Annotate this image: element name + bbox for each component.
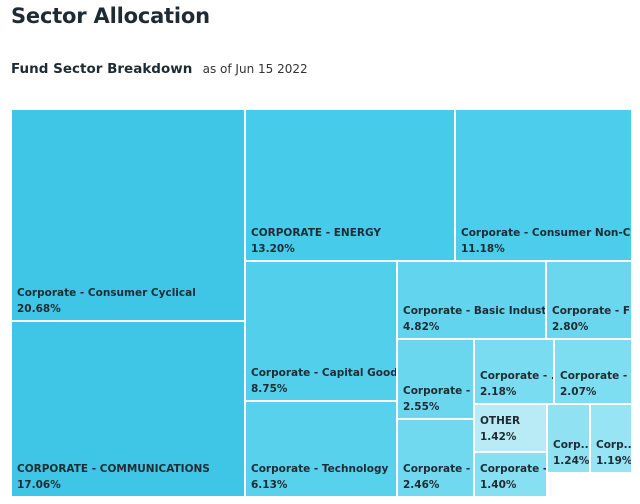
treemap-tile[interactable]: Corporate - Technology 6.13%: [245, 401, 397, 497]
sector-percent: 20.68%: [17, 303, 61, 315]
as-of-date: as of Jun 15 2022: [202, 62, 308, 76]
treemap-tile[interactable]: Corporate - Consumer Non-Cy... 11.18%: [455, 109, 632, 261]
sector-percent: 2.46%: [403, 479, 440, 491]
tile-label: CORPORATE - ENERGY 13.20%: [251, 225, 381, 257]
treemap-tile[interactable]: Corporate - ... 2.07%: [554, 339, 632, 404]
sector-percent: 8.75%: [251, 383, 288, 395]
sector-name: Corporate - ...: [480, 370, 553, 382]
sector-name: Corporate - Technology: [251, 463, 389, 475]
page-title: Sector Allocation: [11, 4, 210, 28]
fund-sector-breakdown-label: Fund Sector Breakdown: [11, 61, 193, 77]
sector-percent: 2.18%: [480, 386, 517, 398]
sector-name: Corporate - Consumer Cyclical: [17, 287, 196, 299]
sector-percent: 11.18%: [461, 243, 505, 255]
tile-label: Corporate - Fi... 2.80%: [552, 303, 631, 335]
treemap-tile[interactable]: Corporate - Basic Industry 4.82%: [397, 261, 546, 339]
treemap-tile[interactable]: Corporate - ... 2.46%: [397, 419, 474, 497]
sector-percent: 2.55%: [403, 401, 440, 413]
sector-name: Corp...: [596, 439, 632, 451]
treemap-tile[interactable]: CORPORATE - COMMUNICATIONS 17.06%: [11, 321, 245, 497]
sector-treemap: Corporate - Consumer Cyclical 20.68% CORPO…: [11, 109, 632, 497]
tile-label: Corporate - Technology 6.13%: [251, 461, 388, 493]
tile-label: OTHER 1.42%: [480, 413, 520, 445]
sector-name: OTHER: [480, 415, 521, 427]
sector-name: Corporate - ...: [403, 385, 473, 397]
treemap-tile[interactable]: Corp... 1.24%: [547, 404, 590, 473]
sector-percent: 1.19%: [596, 455, 632, 467]
sector-percent: 4.82%: [403, 321, 440, 333]
sector-percent: 17.06%: [17, 479, 61, 491]
chart-subtitle: Fund Sector Breakdown as of Jun 15 2022: [11, 61, 308, 77]
treemap-tile[interactable]: Corporate - Consumer Cyclical 20.68%: [11, 109, 245, 321]
sector-name: CORPORATE - COMMUNICATIONS: [17, 463, 210, 475]
sector-name: Corporate - Basic Industry: [403, 305, 546, 317]
treemap-tile[interactable]: Corp... 1.19%: [590, 404, 632, 473]
treemap-tile[interactable]: Corporate - Capital Goods 8.75%: [245, 261, 397, 401]
tile-label: Corp... 1.19%: [596, 437, 632, 469]
sector-name: Corporate - ...: [403, 463, 473, 475]
sector-percent: 2.80%: [552, 321, 589, 333]
treemap-tile[interactable]: OTHER 1.42%: [474, 404, 547, 452]
treemap-tile[interactable]: Corporate - Fi... 2.80%: [546, 261, 632, 339]
treemap-tile[interactable]: CORPORATE - ENERGY 13.20%: [245, 109, 455, 261]
sector-name: Corp...: [553, 439, 590, 451]
sector-name: Corporate - ...: [480, 463, 547, 475]
sector-percent: 1.42%: [480, 431, 517, 443]
sector-name: Corporate - Consumer Non-Cy...: [461, 227, 632, 239]
tile-label: Corporate - Capital Goods 8.75%: [251, 365, 397, 397]
treemap-tile[interactable]: Corporate - ... 1.40%: [474, 452, 547, 497]
tile-label: CORPORATE - COMMUNICATIONS 17.06%: [17, 461, 210, 493]
sector-percent: 1.40%: [480, 479, 517, 491]
sector-percent: 6.13%: [251, 479, 288, 491]
tile-label: Corporate - ... 2.07%: [560, 368, 631, 400]
sector-name: Corporate - Capital Goods: [251, 367, 397, 379]
sector-percent: 13.20%: [251, 243, 295, 255]
tile-label: Corporate - ... 1.40%: [480, 461, 547, 493]
tile-label: Corp... 1.24%: [553, 437, 590, 469]
treemap-tile[interactable]: Corporate - ... 2.55%: [397, 339, 474, 419]
sector-percent: 1.24%: [553, 455, 590, 467]
tile-label: Corporate - Consumer Non-Cy... 11.18%: [461, 225, 632, 257]
sector-name: CORPORATE - ENERGY: [251, 227, 381, 239]
tile-label: Corporate - Basic Industry 4.82%: [403, 303, 546, 335]
tile-label: Corporate - Consumer Cyclical 20.68%: [17, 285, 196, 317]
tile-label: Corporate - ... 2.55%: [403, 383, 473, 415]
sector-name: Corporate - Fi...: [552, 305, 631, 317]
sector-name: Corporate - ...: [560, 370, 631, 382]
treemap-tile[interactable]: Corporate - ... 2.18%: [474, 339, 554, 404]
tile-label: Corporate - ... 2.18%: [480, 368, 553, 400]
sector-percent: 2.07%: [560, 386, 597, 398]
tile-label: Corporate - ... 2.46%: [403, 461, 473, 493]
